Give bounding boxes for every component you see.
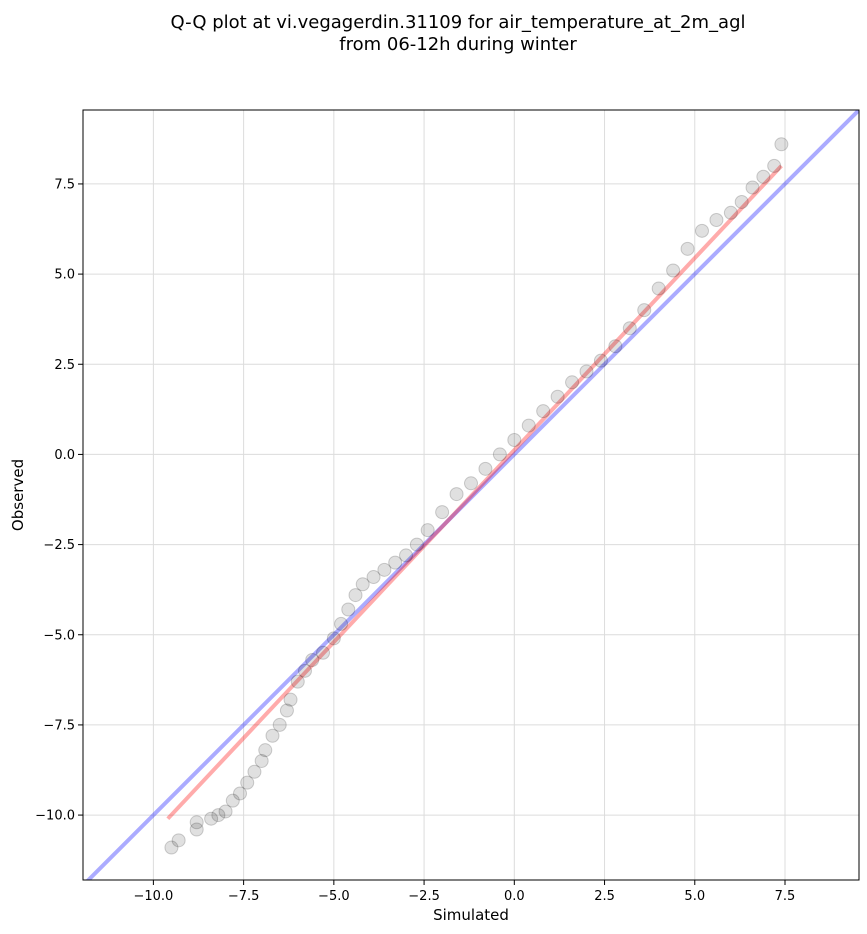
quantile-point: [290, 674, 305, 689]
quantile-point: [366, 570, 381, 585]
y-axis-ticks: −10.0 −7.5 −5.0 −2.5 0.0 2.5 5.0 7.5: [35, 177, 83, 824]
quantile-point: [608, 339, 623, 354]
quantile-point: [694, 223, 709, 238]
x-tick-label: −10.0: [133, 889, 173, 904]
fit-line: [166, 164, 783, 821]
reference-lines: [85, 110, 859, 880]
quantile-point: [297, 663, 312, 678]
quantile-point: [279, 703, 294, 718]
quantile-point: [536, 404, 551, 419]
quantile-point: [756, 169, 771, 184]
quantile-point: [464, 476, 478, 491]
quantile-point: [211, 808, 226, 823]
quantile-point: [254, 753, 269, 768]
quantile-point: [651, 281, 666, 296]
quantile-point: [709, 213, 724, 227]
x-axis-label: Simulated: [433, 906, 509, 924]
quantile-point: [565, 375, 580, 390]
chart-title-line1: Q-Q plot at vi.vegagerdin.31109 for air_…: [171, 12, 746, 33]
quantile-point: [507, 433, 522, 447]
y-tick-label: −5.0: [43, 628, 75, 643]
y-tick-label: −7.5: [43, 718, 75, 733]
x-tick-label: −2.5: [408, 889, 440, 904]
quantile-point: [734, 194, 749, 209]
y-tick-label: −10.0: [35, 809, 75, 824]
quantile-point: [435, 505, 450, 520]
quantile-point: [622, 321, 637, 336]
quantile-point: [449, 487, 464, 502]
x-tick-label: 0.0: [504, 889, 525, 904]
quantile-point: [240, 775, 255, 790]
y-tick-label: 2.5: [54, 358, 75, 373]
quantile-point: [164, 840, 179, 855]
quantile-point: [171, 833, 186, 848]
chart-title-line2: from 06-12h during winter: [339, 34, 577, 55]
quantile-point: [579, 364, 594, 379]
quantile-point: [348, 588, 363, 603]
quantile-point: [745, 180, 760, 195]
quantile-point: [478, 461, 493, 476]
quantile-point: [399, 548, 414, 563]
quantile-point: [247, 764, 262, 779]
x-tick-label: 2.5: [594, 889, 615, 904]
quantile-point: [258, 743, 273, 758]
quantile-point: [204, 811, 219, 826]
y-tick-label: 0.0: [54, 448, 75, 463]
quantile-point: [680, 241, 695, 256]
identity-line: [85, 110, 859, 880]
plot-frame: [82, 109, 860, 881]
quantile-point: [388, 555, 403, 570]
quantile-point: [492, 447, 507, 462]
x-tick-label: 7.5: [775, 889, 796, 904]
y-tick-label: 7.5: [54, 177, 75, 192]
quantile-point: [377, 562, 392, 577]
quantile-point: [305, 653, 320, 667]
quantile-point: [189, 815, 204, 830]
quantile-point: [233, 786, 248, 801]
x-axis-ticks: −10.0 −7.5 −5.0 −2.5 0.0 2.5 5.0 7.5: [133, 880, 795, 904]
quantile-points: [164, 137, 789, 855]
quantile-point: [265, 728, 280, 743]
quantile-point: [355, 577, 370, 592]
quantile-point: [723, 205, 738, 220]
x-tick-label: 5.0: [684, 889, 705, 904]
quantile-point: [334, 616, 349, 631]
grid-lines: [83, 110, 859, 880]
quantile-point: [666, 263, 681, 278]
quantile-point: [521, 418, 536, 433]
quantile-point: [774, 137, 789, 152]
quantile-point: [420, 523, 435, 538]
quantile-point: [341, 602, 356, 617]
y-axis-label: Observed: [9, 459, 27, 531]
y-tick-label: −2.5: [43, 538, 75, 553]
x-tick-label: −7.5: [228, 889, 260, 904]
y-tick-label: 5.0: [54, 268, 75, 283]
quantile-point: [283, 692, 298, 707]
quantile-point: [767, 158, 782, 173]
quantile-point: [272, 717, 287, 732]
quantile-point: [218, 804, 233, 819]
quantile-point: [225, 793, 240, 808]
quantile-point: [326, 631, 341, 646]
quantile-point: [316, 645, 331, 660]
x-tick-label: −5.0: [318, 889, 350, 904]
quantile-point: [637, 303, 652, 318]
quantile-point: [593, 353, 608, 368]
quantile-point: [189, 822, 204, 837]
quantile-point: [550, 389, 565, 404]
quantile-point: [409, 537, 424, 552]
